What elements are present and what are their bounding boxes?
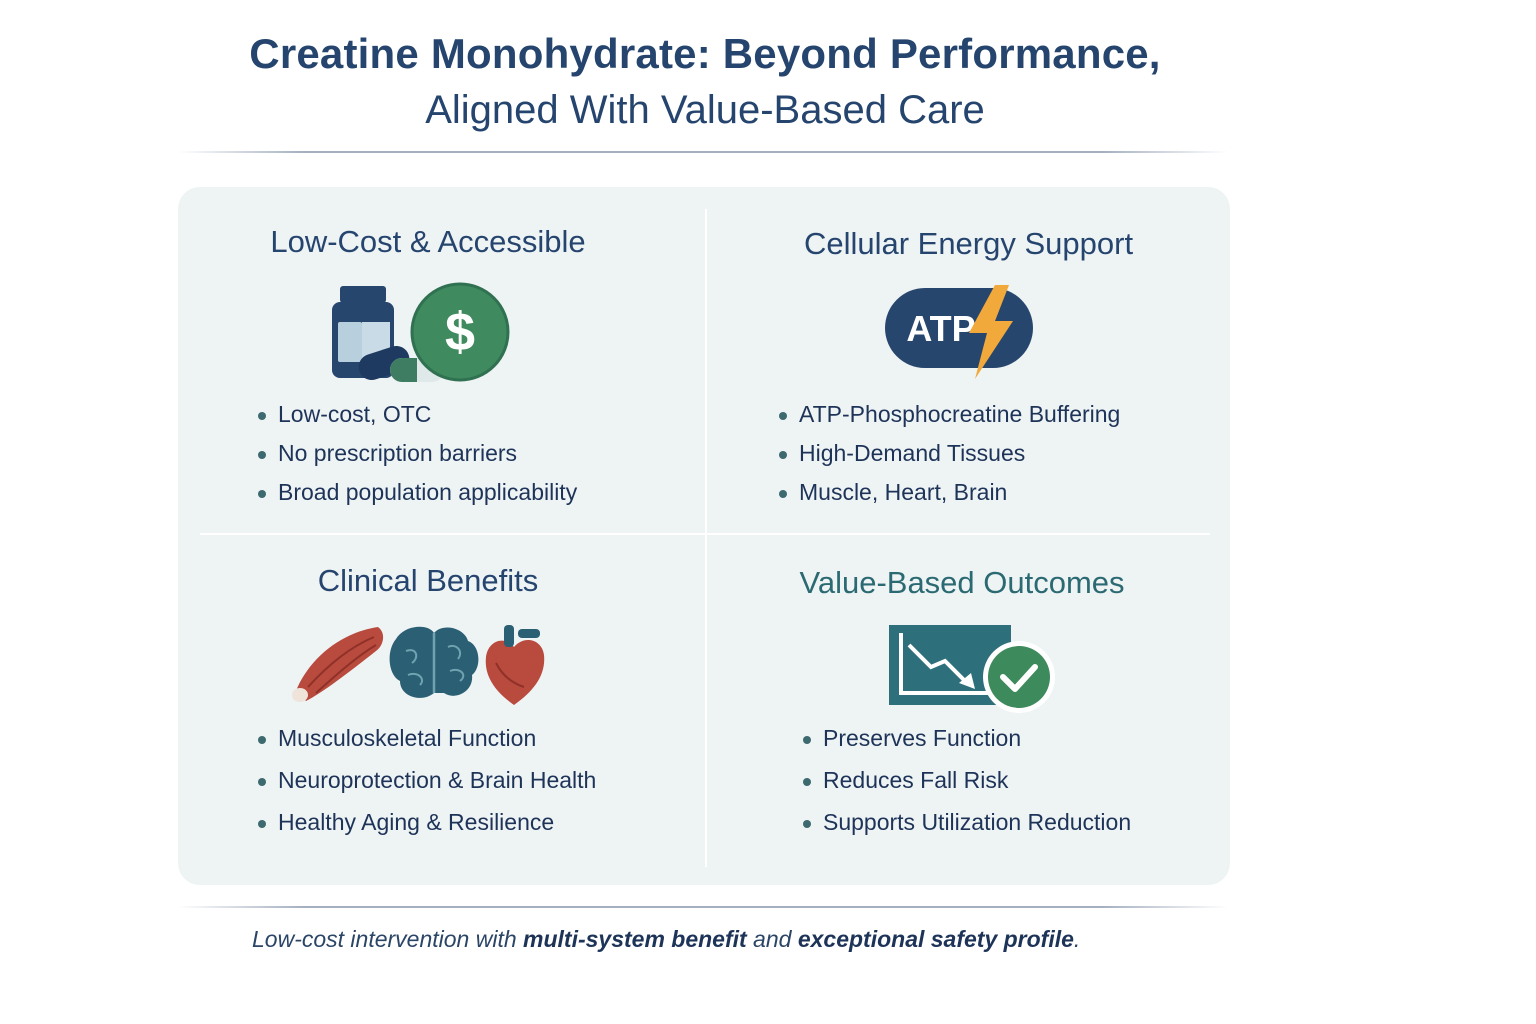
- brain-icon: [389, 626, 479, 698]
- list-item: No prescription barriers: [258, 440, 577, 479]
- list-item: Reduces Fall Risk: [803, 767, 1131, 809]
- page-subtitle: Aligned With Value-Based Care: [425, 88, 985, 132]
- cellular-energy-bullets: ATP-Phosphocreatine Buffering High-Deman…: [779, 401, 1120, 518]
- quadrant-heading-cellular-energy: Cellular Energy Support: [803, 226, 1134, 261]
- footer-end: .: [1073, 926, 1081, 952]
- list-item: Healthy Aging & Resilience: [258, 809, 596, 851]
- list-item: High-Demand Tissues: [779, 440, 1120, 479]
- value-outcomes-icon-group: [889, 625, 1055, 713]
- muscle-icon: [292, 627, 384, 702]
- footer-mid: and: [746, 926, 798, 952]
- vertical-divider: [705, 209, 707, 867]
- list-item: ATP-Phosphocreatine Buffering: [779, 401, 1120, 440]
- low-cost-bullets: Low-cost, OTC No prescription barriers B…: [258, 401, 577, 518]
- quadrant-clinical-benefits: Clinical Benefits Musculoskeletal Func: [178, 535, 705, 885]
- list-item: Neuroprotection & Brain Health: [258, 767, 596, 809]
- quadrant-low-cost: Low-Cost & Accessible $ Low-cost, OTC: [178, 187, 705, 533]
- list-item: Muscle, Heart, Brain: [779, 479, 1120, 518]
- quadrant-heading-low-cost: Low-Cost & Accessible: [270, 224, 586, 259]
- quadrant-value-based: Value-Based Outcomes Preserves Function …: [707, 535, 1230, 885]
- value-based-bullets: Preserves Function Reduces Fall Risk Sup…: [803, 725, 1131, 851]
- svg-text:$: $: [445, 302, 475, 362]
- footer-lead: Low-cost intervention with: [252, 926, 524, 952]
- footer-emphasis-benefit: multi-system benefit: [523, 926, 747, 952]
- dollar-coin-icon: $: [410, 282, 510, 382]
- bottom-divider: [178, 906, 1228, 908]
- list-item: Low-cost, OTC: [258, 401, 577, 440]
- svg-text:ATP: ATP: [906, 308, 975, 349]
- footer-emphasis-safety: exceptional safety profile: [797, 926, 1074, 952]
- quadrant-heading-value-based: Value-Based Outcomes: [799, 565, 1125, 600]
- quadrant-cellular-energy: Cellular Energy Support ATP ATP-Phosphoc…: [707, 187, 1230, 533]
- horizontal-divider: [200, 533, 1210, 535]
- quadrant-panel: Low-Cost & Accessible $ Low-cost, OTC: [178, 187, 1230, 885]
- list-item: Preserves Function: [803, 725, 1131, 767]
- heart-icon: [485, 625, 545, 705]
- footer-summary: Low-cost intervention with multi-system …: [252, 926, 1080, 953]
- list-item: Supports Utilization Reduction: [803, 809, 1131, 851]
- quadrant-heading-clinical-benefits: Clinical Benefits: [317, 563, 539, 598]
- clinical-icon-group: [292, 625, 545, 705]
- page-title: Creatine Monohydrate: Beyond Performance…: [249, 30, 1161, 77]
- list-item: Musculoskeletal Function: [258, 725, 596, 767]
- list-item: Broad population applicability: [258, 479, 577, 518]
- low-cost-icon-group: $: [332, 282, 510, 382]
- checkmark-badge-icon: [983, 641, 1055, 713]
- atp-lightning-icon: ATP: [885, 285, 1033, 379]
- clinical-benefits-bullets: Musculoskeletal Function Neuroprotection…: [258, 725, 596, 851]
- top-divider: [178, 151, 1228, 153]
